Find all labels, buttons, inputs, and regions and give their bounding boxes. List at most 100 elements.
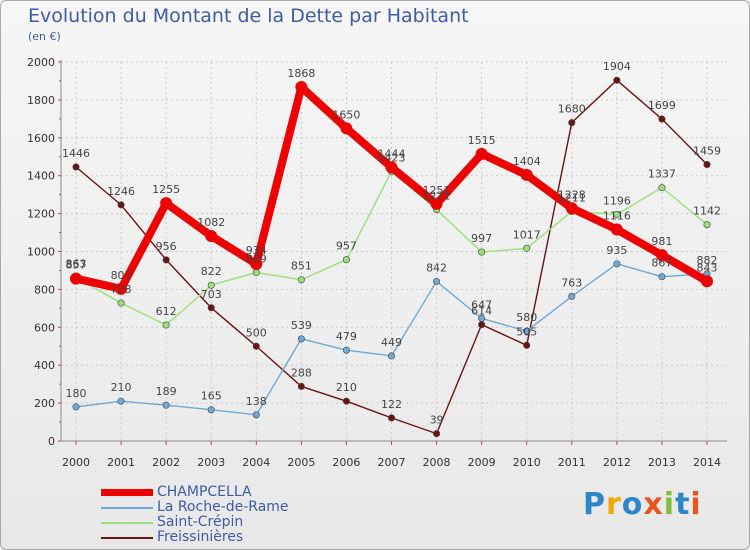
data-label-la-roche-de-rame: 842: [426, 261, 447, 274]
data-point-saint-crepin: [252, 269, 260, 277]
logo-letter: P: [583, 487, 606, 522]
data-label-saint-crepin: 889: [246, 253, 267, 266]
x-tick-label: 2006: [332, 456, 360, 469]
data-point-freissinieres: [387, 414, 395, 422]
data-point-la-roche-de-rame: [72, 403, 80, 411]
legend-swatch: [101, 489, 153, 496]
logo-letter: i: [690, 487, 702, 522]
data-label-freissinieres: 703: [201, 288, 222, 301]
y-tick-label: 1000: [27, 246, 55, 259]
data-label-saint-crepin: 1423: [378, 151, 406, 164]
data-point-la-roche-de-rame: [342, 346, 350, 354]
data-label-saint-crepin: 728: [111, 283, 132, 296]
y-tick-label: 1800: [27, 94, 55, 107]
data-point-champcella: [701, 275, 713, 288]
data-label-la-roche-de-rame: 882: [697, 254, 718, 267]
data-label-saint-crepin: 1142: [693, 205, 721, 218]
axes: 0 200 400 600 800 1000 1200 1400 1600 1800 2000 200…: [27, 56, 727, 469]
x-tick-label: 2011: [558, 456, 586, 469]
data-label-la-roche-de-rame: 210: [111, 381, 132, 394]
data-label-freissinieres: 39: [430, 414, 444, 427]
data-label-saint-crepin: 1017: [513, 228, 541, 241]
data-label-champcella: 1404: [513, 155, 541, 168]
data-label-la-roche-de-rame: 189: [156, 385, 177, 398]
data-point-champcella: [250, 258, 263, 271]
data-point-champcella: [655, 249, 668, 262]
x-tick-label: 2008: [423, 456, 451, 469]
data-point-champcella: [520, 168, 533, 181]
data-label-champcella: 1444: [378, 147, 406, 160]
data-point-la-roche-de-rame: [117, 397, 125, 405]
chart-title: Evolution du Montant de la Dette par Hab…: [28, 5, 469, 27]
grid: [61, 61, 727, 441]
data-label-champcella: 1251: [423, 184, 451, 197]
data-point-freissinieres: [703, 161, 711, 169]
data-label-saint-crepin: 1196: [603, 194, 631, 207]
data-label-freissinieres: 1699: [648, 99, 676, 112]
y-tick-label: 400: [34, 359, 55, 372]
data-point-freissinieres: [297, 382, 305, 390]
data-point-freissinieres: [523, 341, 531, 349]
data-label-saint-crepin: 863: [66, 257, 87, 270]
y-tick-label: 600: [34, 321, 55, 334]
data-label-saint-crepin: 822: [201, 265, 222, 278]
data-point-freissinieres: [72, 163, 80, 171]
data-label-champcella: 1228: [558, 188, 586, 201]
data-label-champcella: 843: [697, 261, 718, 274]
legend-label: Saint-Crépin: [157, 514, 244, 530]
data-label-saint-crepin: 1211: [558, 192, 586, 205]
data-label-champcella: 1868: [287, 67, 315, 80]
data-point-saint-crepin: [478, 248, 486, 256]
x-tick-label: 2013: [648, 456, 676, 469]
x-tick-label: 2000: [62, 456, 90, 469]
data-point-la-roche-de-rame: [523, 327, 531, 335]
data-label-champcella: 1082: [197, 216, 225, 229]
data-label-champcella: 1116: [603, 210, 631, 223]
data-point-champcella: [475, 147, 488, 160]
legend-label: CHAMPCELLA: [157, 484, 252, 500]
data-point-la-roche-de-rame: [433, 277, 441, 285]
y-tick-label: 1200: [27, 208, 55, 221]
x-tick-label: 2012: [603, 456, 631, 469]
data-label-saint-crepin: 851: [291, 260, 312, 273]
logo-letter: t: [675, 487, 691, 522]
data-label-saint-crepin: 1337: [648, 168, 676, 181]
data-point-freissinieres: [433, 430, 441, 438]
data-point-freissinieres: [568, 119, 576, 127]
data-label-freissinieres: 122: [381, 398, 402, 411]
data-label-freissinieres: 1446: [62, 147, 90, 160]
data-label-champcella: 1650: [332, 108, 360, 121]
data-point-champcella: [610, 223, 623, 236]
logo-letter: x: [643, 487, 664, 522]
data-label-la-roche-de-rame: 647: [471, 298, 492, 311]
data-label-saint-crepin: 957: [336, 240, 357, 253]
logo-letter: o: [621, 487, 644, 522]
y-tick-label: 1600: [27, 132, 55, 145]
data-label-freissinieres: 500: [246, 326, 267, 339]
data-point-freissinieres: [117, 201, 125, 209]
data-label-la-roche-de-rame: 539: [291, 319, 312, 332]
data-label-freissinieres: 1459: [693, 145, 721, 158]
data-point-freissinieres: [162, 256, 170, 264]
x-tick-label: 2004: [242, 456, 270, 469]
data-point-champcella: [205, 229, 218, 242]
data-label-la-roche-de-rame: 165: [201, 390, 222, 403]
data-point-saint-crepin: [523, 244, 531, 252]
legend-label: Freissinières: [157, 529, 244, 545]
data-point-champcella: [340, 122, 353, 135]
data-point-champcella: [115, 282, 128, 295]
data-label-la-roche-de-rame: 180: [66, 387, 87, 400]
data-point-la-roche-de-rame: [613, 260, 621, 268]
data-label-saint-crepin: 997: [471, 232, 492, 245]
logo-letter: r: [606, 487, 622, 522]
x-tick-label: 2009: [468, 456, 496, 469]
data-point-freissinieres: [613, 76, 621, 84]
x-tick-label: 2001: [107, 456, 135, 469]
data-point-freissinieres: [252, 342, 260, 350]
data-label-la-roche-de-rame: 935: [606, 244, 627, 257]
data-label-la-roche-de-rame: 138: [246, 395, 267, 408]
y-tick-label: 800: [34, 283, 55, 296]
x-tick-label: 2007: [378, 456, 406, 469]
data-point-saint-crepin: [297, 276, 305, 284]
